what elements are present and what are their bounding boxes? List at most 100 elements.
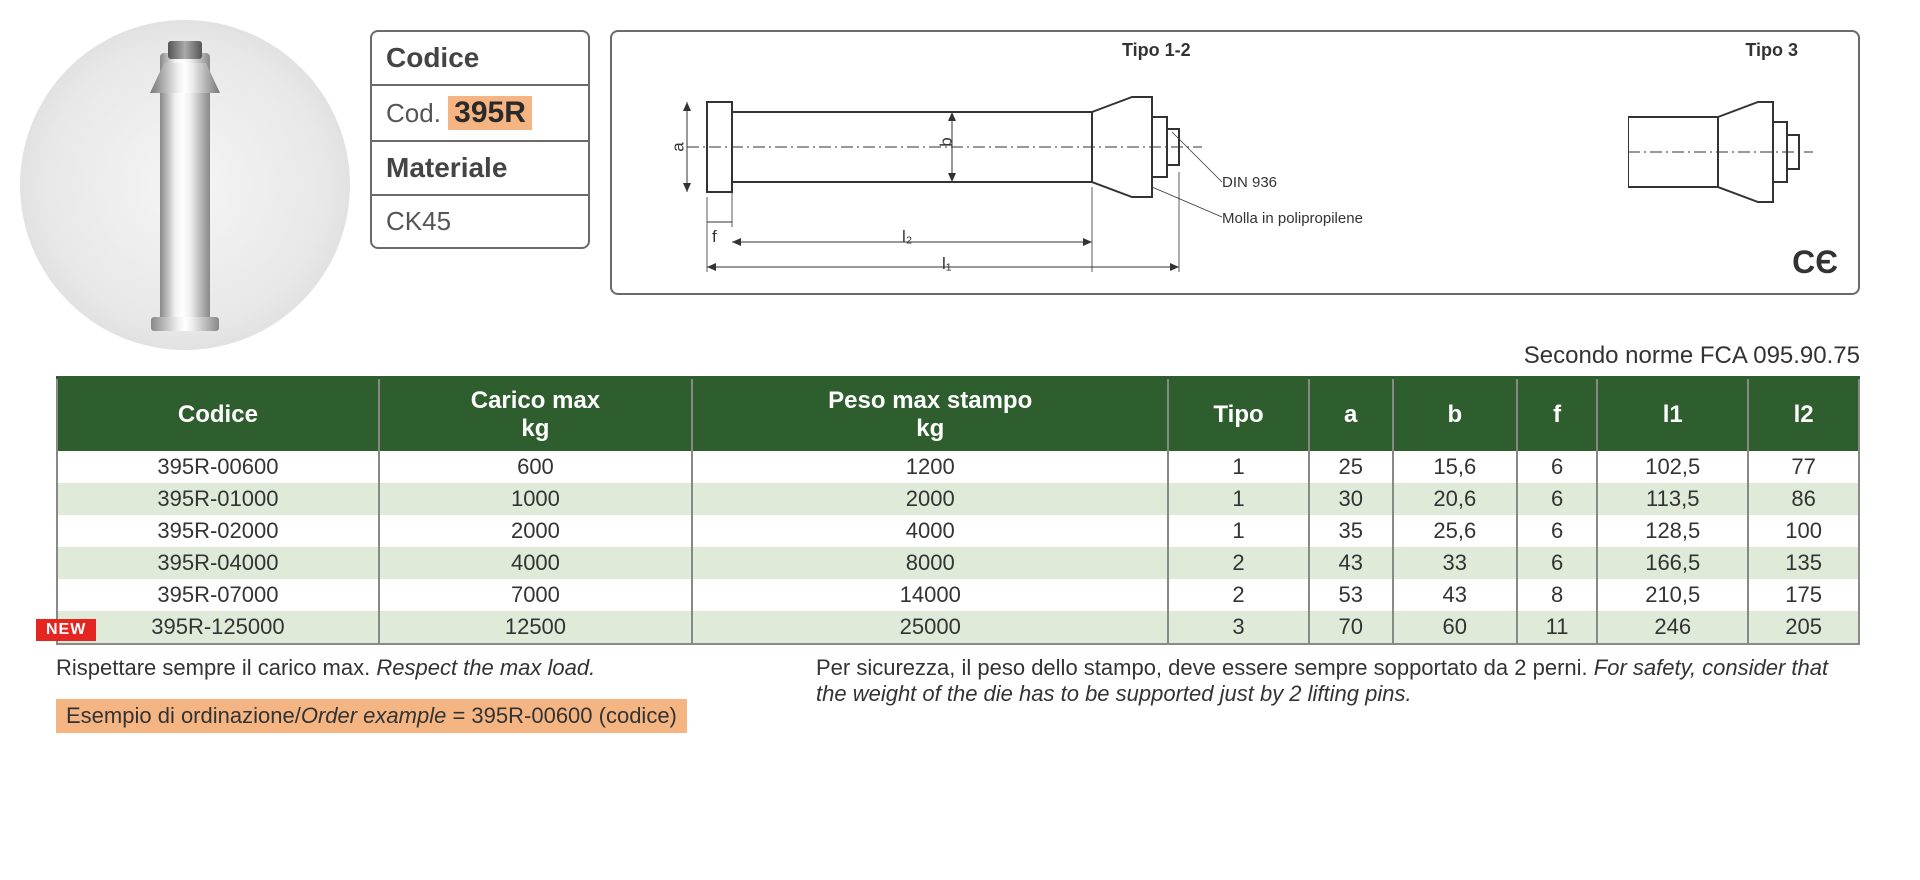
table-cell: 33 <box>1393 547 1517 579</box>
diagram-type12-svg <box>642 57 1262 287</box>
code-row: Cod. 395R <box>372 86 588 142</box>
table-cell: 600 <box>379 451 692 483</box>
order-value: 395R-00600 (codice) <box>471 703 676 728</box>
table-cell: 205 <box>1748 611 1859 644</box>
table-cell: 2000 <box>692 483 1168 515</box>
table-cell: 2 <box>1168 547 1308 579</box>
annotation-spring: Molla in polipropilene <box>1222 210 1363 227</box>
table-cell: 395R-125000 <box>57 611 379 644</box>
table-cell: 1 <box>1168 515 1308 547</box>
table-cell: 1 <box>1168 451 1308 483</box>
table-cell: 8000 <box>692 547 1168 579</box>
table-header: Tipo <box>1168 378 1308 452</box>
table-cell: 6 <box>1517 515 1597 547</box>
table-cell: 1 <box>1168 483 1308 515</box>
table-cell: 43 <box>1309 547 1393 579</box>
table-header: l2 <box>1748 378 1859 452</box>
table-cell: 25000 <box>692 611 1168 644</box>
table-header: Peso max stampokg <box>692 378 1168 452</box>
safety-text: Per sicurezza, il peso dello stampo, dev… <box>816 655 1860 733</box>
table-cell: 77 <box>1748 451 1859 483</box>
table-cell: 128,5 <box>1597 515 1748 547</box>
table-cell: 102,5 <box>1597 451 1748 483</box>
norm-text: Secondo norme FCA 095.90.75 <box>20 342 1860 370</box>
new-badge: NEW <box>36 619 96 641</box>
table-header: f <box>1517 378 1597 452</box>
table-row: 395R-12500012500250003706011246205 <box>57 611 1859 644</box>
order-label-it: Esempio di ordinazione <box>66 703 295 728</box>
table-cell: 11 <box>1517 611 1597 644</box>
table-cell: 175 <box>1748 579 1859 611</box>
table-cell: 14000 <box>692 579 1168 611</box>
table-cell: 25,6 <box>1393 515 1517 547</box>
type3-label: Tipo 3 <box>1745 40 1798 61</box>
table-cell: 4000 <box>379 547 692 579</box>
table-cell: 86 <box>1748 483 1859 515</box>
table-cell: 20,6 <box>1393 483 1517 515</box>
table-cell: 100 <box>1748 515 1859 547</box>
table-cell: 395R-00600 <box>57 451 379 483</box>
table-cell: 2000 <box>379 515 692 547</box>
table-header: Codice <box>57 378 379 452</box>
material-label: Materiale <box>372 142 588 196</box>
respect-it: Rispettare sempre il carico max. <box>56 655 370 680</box>
table-row: 395R-00600600120012515,66102,577 <box>57 451 1859 483</box>
table-cell: 3 <box>1168 611 1308 644</box>
table-header: Carico maxkg <box>379 378 692 452</box>
technical-diagram: Tipo 1-2 Tipo 3 <box>610 30 1860 295</box>
table-header: l1 <box>1597 378 1748 452</box>
dim-a: a <box>669 142 689 151</box>
table-row: 395R-0400040008000243336166,5135 <box>57 547 1859 579</box>
material-value: CK45 <box>372 196 588 247</box>
dim-f: f <box>712 227 717 247</box>
table-cell: 210,5 <box>1597 579 1748 611</box>
table-cell: 35 <box>1309 515 1393 547</box>
table-cell: 395R-01000 <box>57 483 379 515</box>
table-row: 395R-010001000200013020,66113,586 <box>57 483 1859 515</box>
product-image <box>20 20 350 350</box>
data-table: CodiceCarico maxkgPeso max stampokgTipoa… <box>56 376 1860 645</box>
table-cell: 113,5 <box>1597 483 1748 515</box>
table-cell: 15,6 <box>1393 451 1517 483</box>
table-cell: 135 <box>1748 547 1859 579</box>
table-cell: 1000 <box>379 483 692 515</box>
dim-l1: l₁ <box>942 254 952 274</box>
respect-en: Respect the max load. <box>376 655 595 680</box>
info-box: Codice Cod. 395R Materiale CK45 <box>370 30 590 249</box>
table-row: 395R-07000700014000253438210,5175 <box>57 579 1859 611</box>
table-cell: 12500 <box>379 611 692 644</box>
table-cell: 8 <box>1517 579 1597 611</box>
table-cell: 2 <box>1168 579 1308 611</box>
table-cell: 7000 <box>379 579 692 611</box>
footer: Rispettare sempre il carico max. Respect… <box>56 655 1860 733</box>
table-cell: 53 <box>1309 579 1393 611</box>
table-cell: 4000 <box>692 515 1168 547</box>
code-prefix: Cod. <box>386 98 441 128</box>
table-cell: 395R-02000 <box>57 515 379 547</box>
table-cell: 43 <box>1393 579 1517 611</box>
table-cell: 6 <box>1517 547 1597 579</box>
dim-l2: l₂ <box>902 227 912 247</box>
respect-text: Rispettare sempre il carico max. Respect… <box>56 655 756 681</box>
table-cell: 30 <box>1309 483 1393 515</box>
code-value: 395R <box>448 96 532 130</box>
table-cell: 246 <box>1597 611 1748 644</box>
table-cell: 166,5 <box>1597 547 1748 579</box>
code-label: Codice <box>372 32 588 86</box>
safety-it: Per sicurezza, il peso dello stampo, dev… <box>816 655 1588 680</box>
annotation-din: DIN 936 <box>1222 174 1277 191</box>
table-cell: 70 <box>1309 611 1393 644</box>
table-header: a <box>1309 378 1393 452</box>
pin-illustration <box>160 53 210 323</box>
diagram-type3-svg <box>1628 87 1828 227</box>
table-header: b <box>1393 378 1517 452</box>
table-cell: 395R-04000 <box>57 547 379 579</box>
table-cell: 6 <box>1517 451 1597 483</box>
order-label-en: Order example <box>301 703 447 728</box>
table-row: 395R-020002000400013525,66128,5100 <box>57 515 1859 547</box>
table-cell: 395R-07000 <box>57 579 379 611</box>
table-cell: 25 <box>1309 451 1393 483</box>
table-cell: 1200 <box>692 451 1168 483</box>
ce-mark: CЄ <box>1792 244 1838 281</box>
order-example: Esempio di ordinazione/Order example = 3… <box>56 699 687 733</box>
